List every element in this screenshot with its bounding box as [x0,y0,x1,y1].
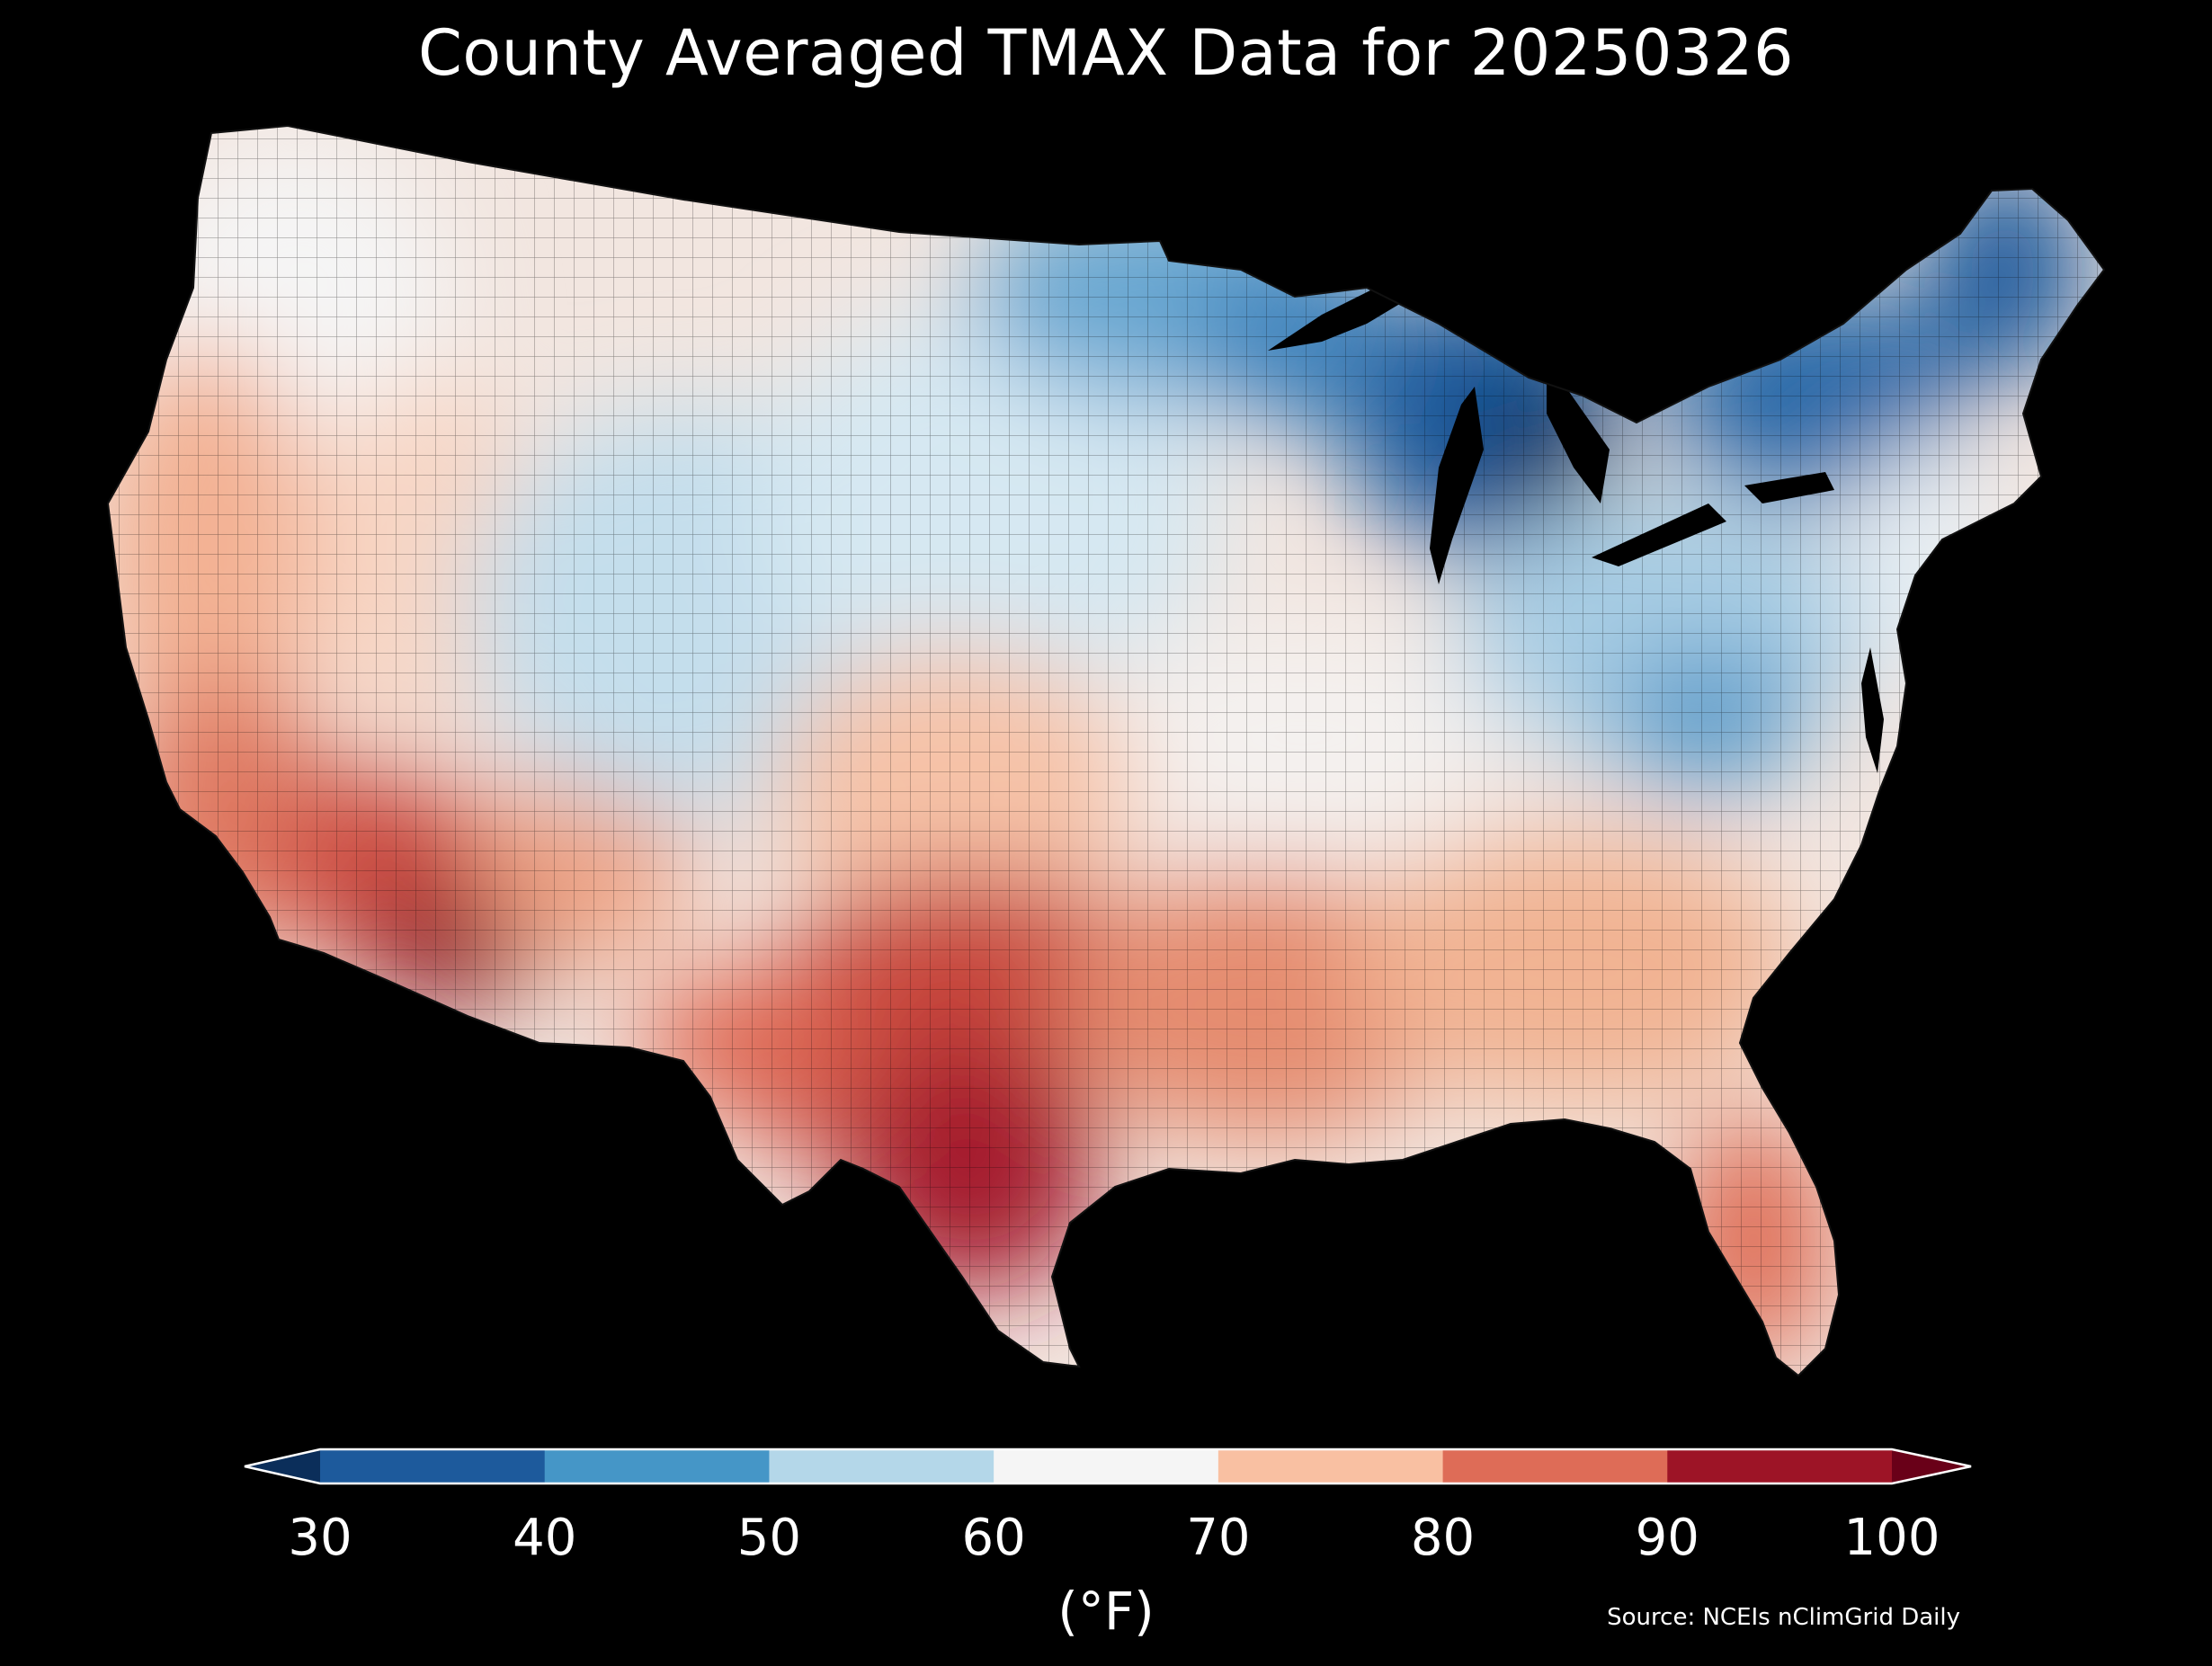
colorbar-tick-100: 100 [1843,1509,1940,1567]
colorbar-bin-40-50 [544,1449,770,1483]
lake-erie [1592,503,1726,566]
colorbar-bin-50-60 [769,1449,995,1483]
colorbar-bin-90-100 [1667,1449,1893,1483]
colorbar-bin-80-90 [1442,1449,1668,1483]
colorbar-over-arrow [1892,1449,1971,1483]
colorbar-tick-80: 80 [1410,1509,1476,1567]
lake-ontario [1744,472,1834,503]
colorbar-bin-30-40 [320,1449,546,1483]
colorbar-tick-60: 60 [961,1509,1026,1567]
colorbar-tick-70: 70 [1186,1509,1251,1567]
colorbar-under-arrow [245,1449,320,1483]
colorbar-tick-40: 40 [513,1509,577,1567]
chesapeake-bay [1861,647,1884,773]
colorbar-tick-50: 50 [736,1509,802,1567]
colorbar-units-label: (°F) [1057,1581,1155,1642]
colorbar-bin-60-70 [994,1449,1219,1483]
lake-huron [1547,360,1610,503]
lake-michigan [1430,387,1484,584]
colorbar-bin-70-80 [1217,1449,1444,1483]
us-outline [106,124,2106,1377]
source-note: Source: NCEIs nClimGrid Daily [1607,1604,1960,1631]
lake-superior [1268,288,1412,351]
colorbar-tick-90: 90 [1635,1509,1699,1567]
colorbar-tick-30: 30 [288,1509,352,1567]
map-title: County Averaged TMAX Data for 20250326 [417,16,1795,90]
colorbar-frame [244,1448,1972,1485]
